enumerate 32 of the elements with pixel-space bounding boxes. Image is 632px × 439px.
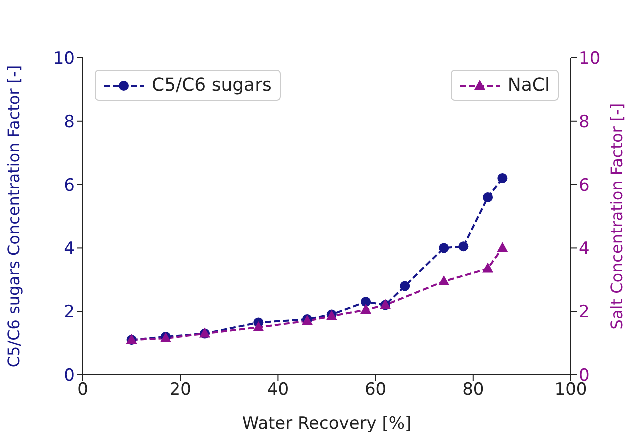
- point: [497, 242, 508, 252]
- y-tick-label: 6: [64, 176, 75, 196]
- point: [482, 262, 494, 273]
- point: [458, 242, 469, 252]
- y-tick-label: 4: [64, 239, 75, 260]
- y2-tick-label: 2: [579, 302, 590, 323]
- legend-label: C5/C6 sugars: [152, 75, 272, 96]
- point: [361, 297, 372, 308]
- y2-tick-label: 8: [579, 112, 590, 132]
- y2-tick-label: 4: [579, 239, 590, 260]
- y-tick-label: 2: [64, 302, 75, 323]
- x-tick-label: 80: [462, 380, 484, 400]
- point: [439, 243, 450, 254]
- x-tick-label: 60: [364, 380, 387, 400]
- point: [483, 192, 494, 202]
- point: [438, 275, 450, 286]
- point: [498, 173, 508, 184]
- legend-label: NaCl: [508, 75, 550, 96]
- y2-tick-label: 10: [579, 49, 601, 70]
- y-tick-label: 8: [64, 112, 75, 132]
- y2-axis-title: Salt Concentration Factor [-]: [608, 103, 627, 330]
- y-tick-label: 10: [53, 49, 75, 70]
- x-tick-label: 20: [170, 380, 192, 400]
- point: [360, 304, 372, 314]
- y-axis-title: C5/C6 sugars Concentration Factor [-]: [4, 65, 24, 368]
- point: [400, 281, 410, 292]
- point: [253, 321, 264, 332]
- x-tick-label: 0: [78, 380, 88, 400]
- x-tick-label: 40: [267, 380, 290, 400]
- x-axis-title: Water Recovery [%]: [242, 414, 412, 434]
- y2-tick-label: 6: [579, 176, 590, 196]
- y-tick-label: 0: [64, 366, 75, 386]
